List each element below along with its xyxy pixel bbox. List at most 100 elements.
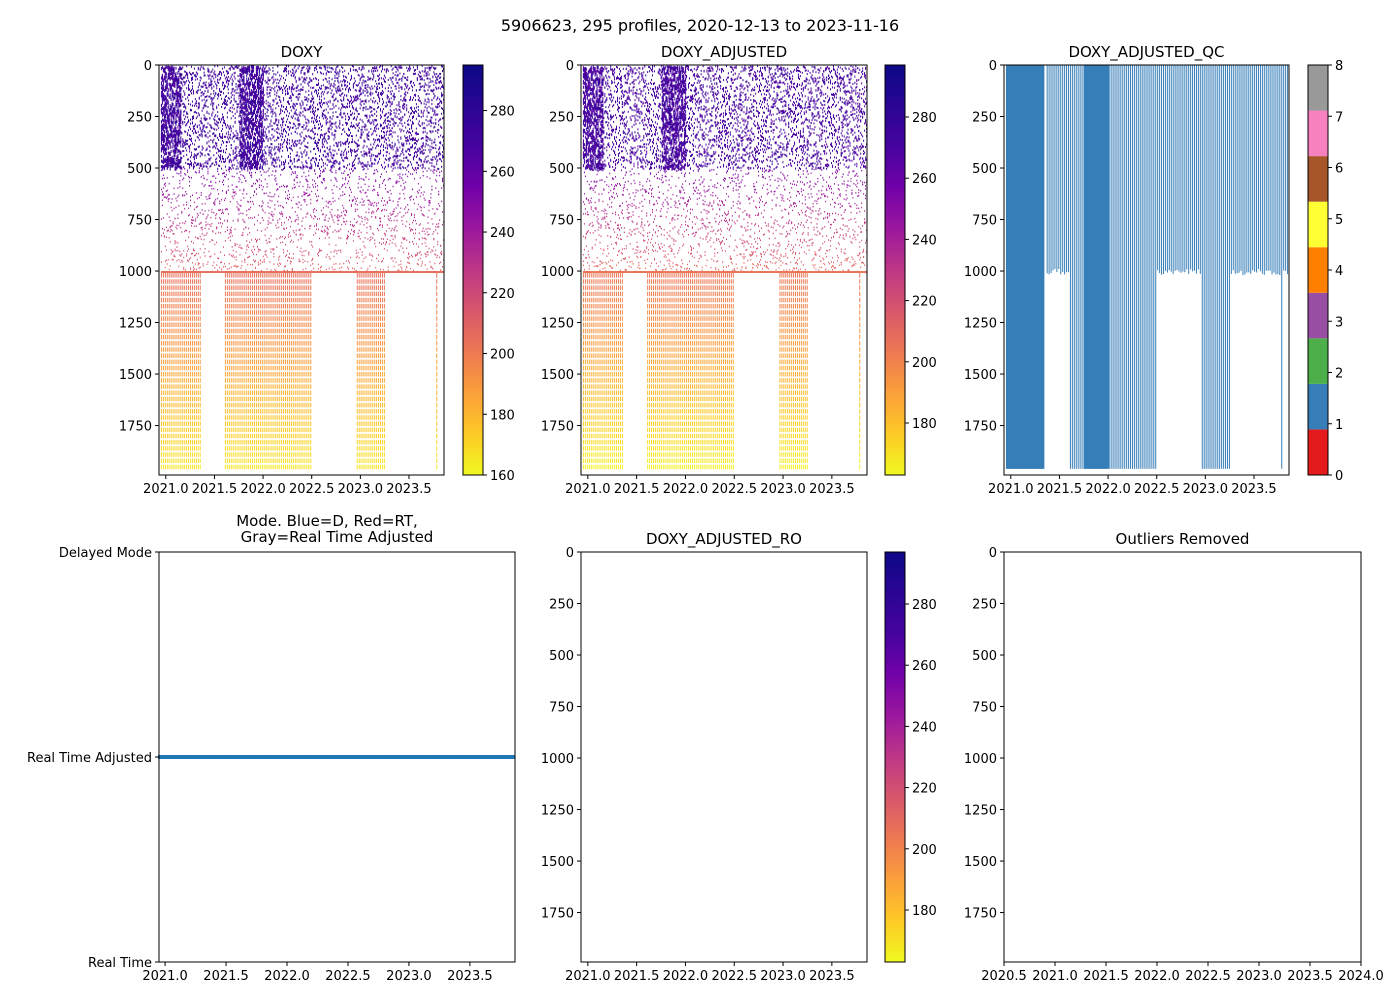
data-point xyxy=(242,92,243,95)
data-point xyxy=(165,421,166,426)
data-point xyxy=(186,304,187,309)
data-point xyxy=(252,150,253,153)
data-point xyxy=(260,384,261,389)
data-point xyxy=(175,122,176,125)
data-point xyxy=(169,83,170,86)
data-point xyxy=(185,131,186,133)
data-point xyxy=(227,310,228,315)
data-point xyxy=(161,452,162,457)
data-point xyxy=(213,77,214,79)
data-point xyxy=(250,161,251,164)
data-point xyxy=(163,440,164,445)
data-point xyxy=(178,205,179,207)
data-point xyxy=(248,132,249,135)
data-point xyxy=(190,465,191,470)
data-point xyxy=(163,113,164,116)
data-point xyxy=(173,149,174,152)
data-point xyxy=(266,255,267,257)
data-point xyxy=(186,397,187,402)
data-point xyxy=(234,176,235,178)
data-point xyxy=(253,110,254,113)
data-point xyxy=(264,193,265,195)
data-point xyxy=(194,335,195,340)
data-point xyxy=(166,148,167,151)
data-point xyxy=(169,378,170,383)
data-point xyxy=(262,397,263,402)
data-point xyxy=(184,83,185,85)
data-point xyxy=(242,273,243,278)
data-point xyxy=(258,97,259,100)
data-point xyxy=(244,95,245,98)
data-point xyxy=(188,428,189,433)
data-point xyxy=(162,78,163,81)
data-point xyxy=(251,92,252,95)
data-point xyxy=(218,149,219,151)
data-point xyxy=(169,372,170,377)
data-point xyxy=(190,160,191,162)
data-point xyxy=(234,76,235,78)
data-point xyxy=(251,172,252,174)
data-point xyxy=(224,66,225,68)
data-point xyxy=(235,421,236,426)
data-point xyxy=(215,114,216,116)
data-point xyxy=(162,128,163,131)
data-point xyxy=(193,93,194,95)
data-point xyxy=(243,149,244,152)
data-point xyxy=(167,428,168,433)
data-point xyxy=(247,128,248,131)
data-point xyxy=(256,279,257,284)
data-point xyxy=(227,73,228,75)
data-point xyxy=(240,146,241,149)
data-point xyxy=(199,104,200,106)
data-point xyxy=(178,459,179,464)
data-point xyxy=(242,384,243,389)
data-point xyxy=(203,244,204,246)
data-point xyxy=(231,117,232,119)
data-point xyxy=(258,440,259,445)
data-point xyxy=(242,164,243,167)
data-point xyxy=(230,67,231,69)
data-point xyxy=(217,98,218,100)
data-point xyxy=(183,268,184,270)
data-point xyxy=(244,304,245,309)
data-point xyxy=(192,285,193,290)
data-point xyxy=(235,341,236,346)
data-point xyxy=(264,459,265,464)
data-point xyxy=(201,192,202,194)
data-point xyxy=(187,73,188,75)
data-point xyxy=(196,434,197,439)
data-point xyxy=(230,240,231,242)
data-point xyxy=(184,121,185,123)
data-point xyxy=(257,229,258,231)
data-point xyxy=(212,240,213,242)
data-point xyxy=(227,335,228,340)
data-point xyxy=(169,198,170,200)
data-point xyxy=(175,140,176,143)
data-point xyxy=(175,347,176,352)
data-point xyxy=(180,329,181,334)
data-point xyxy=(184,384,185,389)
data-point xyxy=(190,269,191,271)
data-point xyxy=(214,81,215,83)
data-point xyxy=(222,133,223,135)
data-point xyxy=(224,161,225,163)
data-point xyxy=(177,142,178,145)
profile-column xyxy=(221,72,222,273)
data-point xyxy=(254,100,255,103)
data-point xyxy=(263,186,264,188)
data-point xyxy=(178,434,179,439)
data-point xyxy=(196,459,197,464)
data-point xyxy=(175,316,176,321)
data-point xyxy=(192,122,193,124)
data-point xyxy=(207,171,208,173)
data-point xyxy=(163,465,164,470)
data-point xyxy=(165,428,166,433)
data-point xyxy=(265,131,266,133)
data-point xyxy=(209,197,210,199)
data-point xyxy=(233,115,234,117)
data-point xyxy=(194,440,195,445)
data-point xyxy=(238,181,239,183)
data-point xyxy=(187,121,188,123)
data-point xyxy=(167,384,168,389)
data-point xyxy=(176,304,177,309)
